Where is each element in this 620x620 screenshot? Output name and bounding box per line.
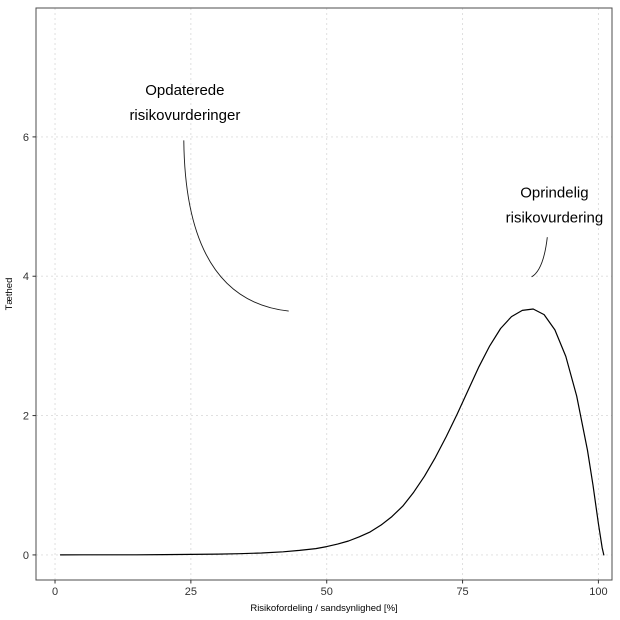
- y-axis-title: Tæthed: [4, 278, 15, 311]
- plot-panel: [36, 8, 612, 580]
- x-tick-label: 25: [185, 586, 197, 598]
- y-tick-label: 0: [23, 550, 29, 562]
- annotation-pointer-curve: [183, 140, 289, 312]
- x-tick-label: 100: [589, 586, 607, 598]
- x-tick-label: 75: [456, 586, 468, 598]
- y-tick-label: 4: [23, 271, 29, 283]
- annotation-pointer-curve: [531, 237, 548, 278]
- x-tick-label: 0: [52, 586, 58, 598]
- annotation-text-line: risikovurdering: [506, 210, 604, 227]
- density-curve: [59, 308, 605, 556]
- annotation-text-line: risikovurderinger: [129, 107, 240, 124]
- panel-border: [35, 7, 613, 581]
- y-tick-label: 6: [23, 132, 29, 144]
- original-risk-annotation: Oprindelig risikovurdering: [506, 185, 604, 278]
- updated-risk-annotation: Opdaterede risikovurderinger: [129, 82, 289, 312]
- x-axis-title: Risikofordeling / sandsynlighed [%]: [250, 603, 397, 614]
- x-tick-label: 50: [321, 586, 333, 598]
- y-tick-label: 2: [23, 411, 29, 423]
- annotation-text-line: Opdaterede: [145, 82, 224, 99]
- annotation-text-line: Oprindelig: [520, 185, 588, 202]
